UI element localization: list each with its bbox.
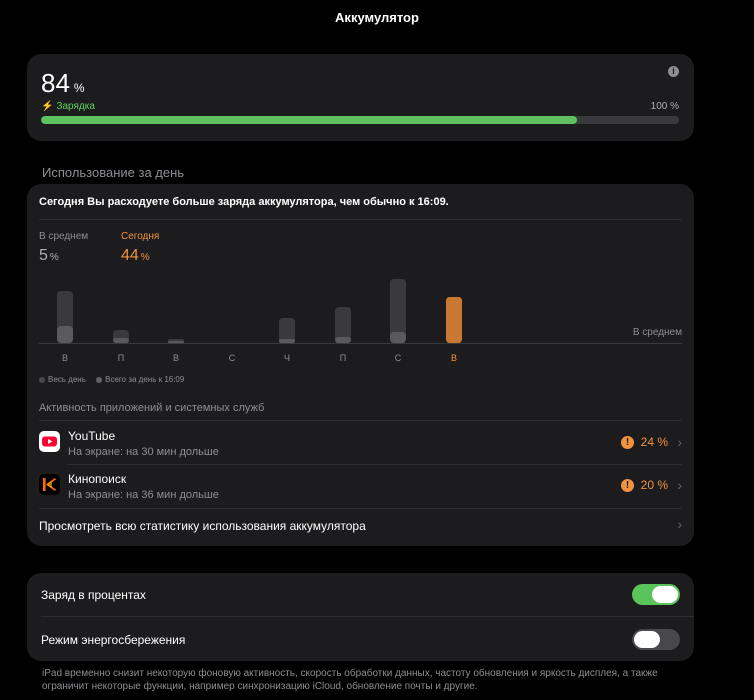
page-title: Аккумулятор: [335, 10, 419, 25]
chart-bar-so-far: [279, 339, 295, 343]
app-row-kinopoisk[interactable]: Кинопоиск На экране: на 36 мин дольше ! …: [27, 465, 694, 507]
chart-day-label: С: [394, 353, 402, 363]
chart-day-label: П: [117, 353, 125, 363]
battery-level-card: 84% i ⚡ Зарядка 100 %: [27, 54, 694, 141]
chart-bar[interactable]: [390, 279, 406, 343]
chart-bar[interactable]: [335, 307, 351, 343]
chart-baseline: [39, 343, 682, 344]
toggle-knob: [652, 586, 678, 603]
chevron-right-icon: ›: [677, 434, 682, 450]
usage-section-title: Использование за день: [42, 165, 185, 180]
chart-day-label: Ч: [284, 353, 290, 363]
usage-chart[interactable]: В среднем В П В С Ч П С В: [27, 264, 694, 374]
chart-bar-so-far: [113, 338, 129, 343]
app-usage-percent: 20 %: [640, 478, 668, 492]
chevron-right-icon: ›: [677, 477, 682, 493]
toggle-knob: [634, 631, 660, 648]
chart-bar[interactable]: [57, 291, 73, 343]
chart-day-label: В: [61, 353, 68, 363]
divider: [39, 219, 682, 220]
battery-level-bar: [41, 116, 679, 124]
warning-icon: !: [621, 436, 634, 449]
usage-card: Сегодня Вы расходуете больше заряда акку…: [27, 184, 694, 546]
usage-headline: Сегодня Вы расходуете больше заряда акку…: [39, 196, 449, 208]
chart-bar[interactable]: [279, 317, 295, 343]
battery-percentage-label: Заряд в процентах: [41, 588, 146, 602]
chart-bar-so-far: [390, 332, 406, 343]
kinopoisk-icon: [39, 474, 60, 495]
battery-percentage-toggle[interactable]: [632, 584, 680, 605]
chart-bar-so-far: [168, 340, 184, 343]
low-power-mode-toggle[interactable]: [632, 629, 680, 650]
chart-bar-so-far: [446, 297, 462, 343]
charging-status: ⚡ Зарядка: [41, 101, 95, 112]
chart-bar-so-far: [57, 326, 73, 343]
chart-legend: Весь день Всего за день к 16:09: [39, 375, 184, 384]
average-line-label: В среднем: [632, 327, 682, 338]
chart-day-label: В: [450, 353, 457, 363]
chart-bar[interactable]: [168, 339, 184, 343]
bolt-icon: ⚡: [41, 101, 54, 112]
app-usage-percent: 24 %: [640, 435, 668, 449]
legend-dot-so-far: [96, 377, 103, 383]
youtube-icon: [39, 431, 60, 452]
average-stat: В среднем 5%: [39, 231, 89, 264]
info-icon[interactable]: i: [668, 66, 679, 77]
chevron-right-icon[interactable]: ›: [677, 516, 682, 532]
view-all-usage-link[interactable]: Просмотреть всю статистику использования…: [39, 519, 366, 533]
today-stat: Сегодня 44%: [121, 231, 160, 264]
chart-bar-so-far: [335, 337, 351, 343]
chart-day-label: С: [228, 353, 236, 363]
battery-percent: 84%: [41, 68, 85, 98]
divider: [67, 464, 682, 465]
chart-day-label: П: [339, 353, 347, 363]
divider: [39, 420, 682, 421]
divider: [39, 508, 682, 509]
chart-bar[interactable]: [113, 329, 129, 343]
legend-dot-all-day: [39, 377, 45, 383]
low-power-footnote: iPad временно снизит некоторую фоновую а…: [42, 668, 658, 692]
divider: [41, 616, 694, 617]
low-power-mode-label: Режим энергосбережения: [41, 633, 186, 647]
settings-card: Заряд в процентах Режим энергосбережения: [27, 573, 694, 661]
full-charge-label: 100 %: [650, 101, 679, 112]
battery-level-fill: [41, 116, 577, 124]
app-row-youtube[interactable]: YouTube На экране: на 30 мин дольше ! 24…: [27, 422, 694, 464]
chart-day-label: В: [172, 353, 179, 363]
apps-section-title: Активность приложений и системных служб: [39, 402, 265, 414]
chart-bar[interactable]: [446, 297, 462, 343]
warning-icon: !: [621, 479, 634, 492]
